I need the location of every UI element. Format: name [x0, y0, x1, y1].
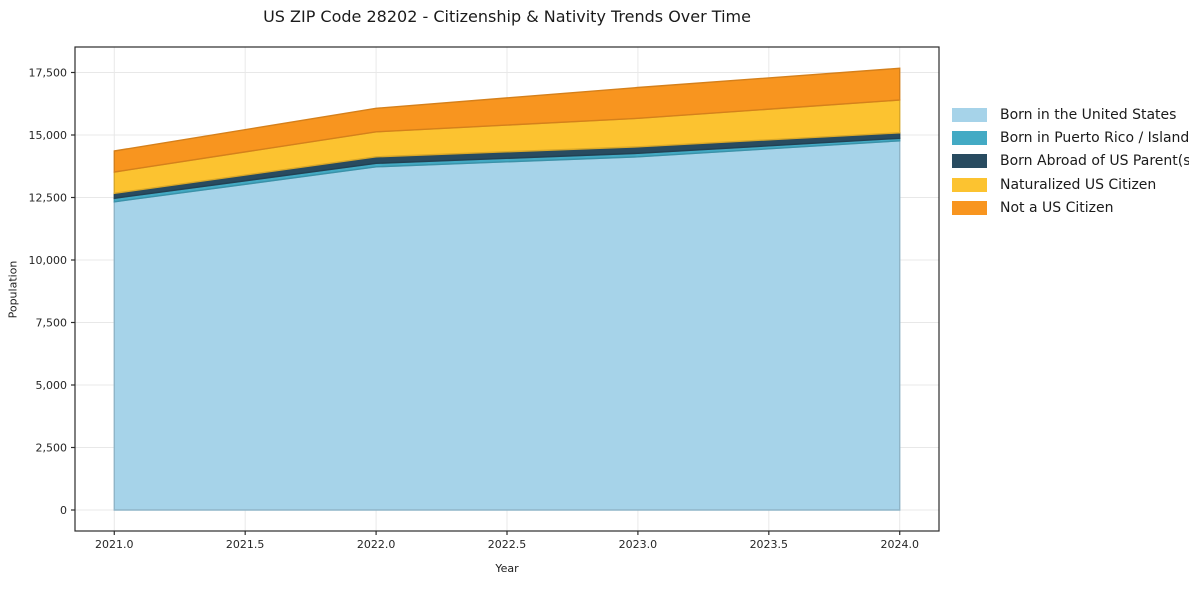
x-tick-label: 2024.0: [880, 538, 919, 551]
x-tick-label: 2022.0: [357, 538, 396, 551]
y-axis-label: Population: [6, 260, 20, 319]
y-tick-label: 0: [60, 504, 67, 517]
area-not-a-us-citizen: [113, 67, 901, 173]
legend-item-naturalized-us-citizen: Naturalized US Citizen: [952, 173, 1189, 196]
legend-swatch-icon: [952, 200, 987, 215]
legend-label: Born in the United States: [1000, 106, 1177, 123]
legend-label: Not a US Citizen: [1000, 199, 1114, 216]
legend-label: Born Abroad of US Parent(s): [1000, 153, 1189, 170]
x-tick-label: 2022.5: [488, 538, 527, 551]
legend-item-born-in-puerto-rico-islands: Born in Puerto Rico / Islands: [952, 126, 1189, 149]
area-born-in-the-united-states: [113, 140, 901, 511]
legend-swatch-icon: [952, 177, 987, 192]
y-tick-label: 10,000: [29, 254, 68, 267]
x-tick-label: 2023.5: [750, 538, 789, 551]
y-tick-label: 12,500: [29, 192, 68, 205]
y-tick-label: 7,500: [36, 317, 68, 330]
y-tick-label: 5,000: [36, 379, 68, 392]
legend-item-born-in-the-united-states: Born in the United States: [952, 103, 1189, 126]
legend: Born in the United States Born in Puerto …: [952, 103, 1189, 219]
x-axis-label: Year: [495, 562, 519, 575]
y-tick-label: 17,500: [29, 67, 68, 80]
y-tick-label: 2,500: [36, 442, 68, 455]
legend-label: Naturalized US Citizen: [1000, 176, 1157, 193]
x-tick-label: 2021.0: [95, 538, 134, 551]
legend-item-born-abroad-of-us-parent-s: Born Abroad of US Parent(s): [952, 150, 1189, 173]
x-tick-label: 2021.5: [226, 538, 265, 551]
legend-swatch-icon: [952, 154, 987, 169]
y-tick-label: 15,000: [29, 129, 68, 142]
legend-item-not-a-us-citizen: Not a US Citizen: [952, 196, 1189, 219]
legend-label: Born in Puerto Rico / Islands: [1000, 129, 1189, 146]
legend-swatch-icon: [952, 130, 987, 145]
legend-swatch-icon: [952, 107, 987, 122]
chart-title: US ZIP Code 28202 - Citizenship & Nativi…: [263, 7, 751, 26]
x-tick-label: 2023.0: [619, 538, 658, 551]
